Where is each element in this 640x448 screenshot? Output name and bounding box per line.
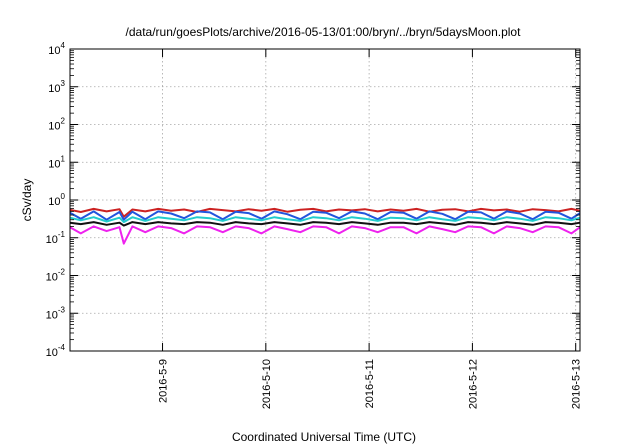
series-layer [69, 207, 581, 245]
x-tick-label: 2016-5-10 [261, 359, 273, 409]
y-tick-label: 100 [48, 192, 65, 208]
series-line [69, 207, 581, 218]
x-axis-label: Coordinated Universal Time (UTC) [232, 430, 416, 444]
series-line [69, 210, 581, 221]
y-tick-label: 103 [48, 79, 65, 95]
y-tick-label: 10-3 [46, 305, 66, 321]
x-tick-label: 2016-5-13 [571, 359, 583, 409]
x-tick-label: 2016-5-11 [364, 359, 376, 408]
series-line [69, 221, 581, 227]
series-line [69, 216, 581, 224]
y-axis-label: cSv/day [20, 179, 34, 222]
y-tick-label: 10-1 [46, 230, 66, 246]
grid [70, 49, 580, 351]
ticks [70, 48, 580, 352]
x-tick-labels: 2016-5-9 2016-5-10 2016-5-11 2016-5-12 2016-… [158, 359, 583, 409]
x-tick-label: 2016-5-9 [158, 359, 170, 403]
y-tick-labels: 10-4 10-3 10-2 10-1 100 101 102 103 104 [46, 41, 66, 359]
y-tick-label: 10-4 [46, 343, 66, 359]
chart-title: /data/run/goesPlots/archive/2016-05-13/0… [126, 25, 522, 39]
y-tick-label: 10-2 [46, 268, 66, 284]
y-tick-label: 101 [48, 154, 65, 170]
x-tick-label: 2016-5-12 [467, 359, 479, 409]
y-tick-label: 104 [48, 41, 65, 57]
series-line [69, 225, 581, 245]
y-tick-label: 102 [48, 117, 65, 133]
